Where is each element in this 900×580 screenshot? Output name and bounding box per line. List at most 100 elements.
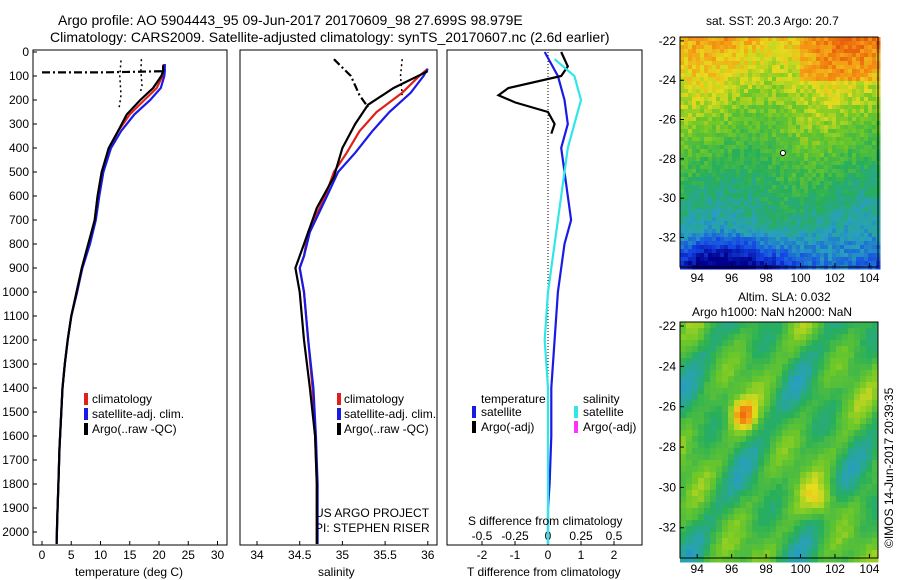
map-cell bbox=[704, 137, 709, 142]
map-cell bbox=[696, 125, 701, 130]
map-cell bbox=[760, 149, 765, 154]
map-cell bbox=[860, 165, 865, 170]
map-cell bbox=[732, 117, 737, 122]
map-cell bbox=[696, 133, 701, 138]
map-cell bbox=[856, 165, 861, 170]
map-cell bbox=[760, 209, 765, 214]
map-cell bbox=[752, 121, 757, 126]
depth-tick-label: 800 bbox=[9, 237, 29, 251]
map-cell bbox=[796, 85, 801, 90]
map-cell bbox=[830, 340, 837, 347]
map-cell bbox=[788, 370, 795, 377]
map-cell bbox=[806, 442, 813, 449]
map-cell bbox=[758, 550, 765, 557]
map-cell bbox=[772, 201, 777, 206]
map-cell bbox=[698, 454, 705, 461]
map-cell bbox=[696, 217, 701, 222]
map-cell bbox=[794, 460, 801, 467]
map-cell bbox=[816, 245, 821, 250]
map-cell bbox=[872, 77, 877, 82]
map-cell bbox=[756, 173, 761, 178]
map-cell bbox=[688, 233, 693, 238]
map-cell bbox=[836, 412, 843, 419]
map-cell bbox=[860, 454, 867, 461]
legend-label-argo: Argo(..raw -QC) bbox=[344, 422, 429, 436]
map-cell bbox=[760, 81, 765, 86]
map-cell bbox=[860, 424, 867, 431]
map-cell bbox=[700, 189, 705, 194]
map-cell bbox=[760, 217, 765, 222]
map-cell bbox=[844, 93, 849, 98]
map-cell bbox=[728, 221, 733, 226]
map-cell bbox=[696, 249, 701, 254]
map-cell bbox=[864, 213, 869, 218]
map-cell bbox=[824, 430, 831, 437]
map-cell bbox=[812, 173, 817, 178]
map-cell bbox=[866, 364, 873, 371]
map-cell bbox=[716, 161, 721, 166]
map-cell bbox=[716, 57, 721, 62]
map-cell bbox=[736, 221, 741, 226]
map-cell bbox=[836, 113, 841, 118]
map-cell bbox=[836, 145, 841, 150]
map-cell bbox=[692, 133, 697, 138]
title-line-1: Argo profile: AO 5904443_95 09-Jun-2017 … bbox=[58, 12, 523, 28]
map-cell bbox=[696, 113, 701, 118]
map-cell bbox=[692, 340, 699, 347]
map-cell bbox=[808, 217, 813, 222]
map-cell bbox=[816, 65, 821, 70]
map-cell bbox=[708, 225, 713, 230]
map-cell bbox=[780, 201, 785, 206]
map-cell bbox=[732, 161, 737, 166]
map-cell bbox=[704, 97, 709, 102]
map-cell bbox=[734, 454, 741, 461]
map-cell bbox=[794, 508, 801, 515]
map-cell bbox=[770, 418, 777, 425]
map-cell bbox=[680, 460, 687, 467]
map-cell bbox=[820, 73, 825, 78]
map-cell bbox=[704, 181, 709, 186]
map-cell bbox=[686, 508, 693, 515]
map-cell bbox=[740, 550, 747, 557]
map-cell bbox=[748, 81, 753, 86]
map-cell bbox=[828, 41, 833, 46]
map-cell bbox=[716, 89, 721, 94]
map-cell bbox=[684, 65, 689, 70]
map-cell bbox=[820, 93, 825, 98]
map-cell bbox=[830, 526, 837, 533]
map-y-tick-label: -24 bbox=[659, 359, 677, 373]
map-cell bbox=[812, 205, 817, 210]
map-cell bbox=[860, 169, 865, 174]
map-cell bbox=[868, 141, 873, 146]
map-cell bbox=[688, 145, 693, 150]
map-cell bbox=[828, 233, 833, 238]
map-cell bbox=[680, 153, 685, 158]
map-cell bbox=[864, 93, 869, 98]
map-cell bbox=[764, 334, 771, 341]
map-cell bbox=[736, 69, 741, 74]
map-cell bbox=[818, 544, 825, 551]
map-cell bbox=[728, 153, 733, 158]
map-cell bbox=[868, 209, 873, 214]
map-cell bbox=[800, 53, 805, 58]
map-cell bbox=[796, 145, 801, 150]
map-cell bbox=[780, 89, 785, 94]
map-cell bbox=[686, 400, 693, 407]
map-cell bbox=[716, 370, 723, 377]
map-cell bbox=[780, 117, 785, 122]
map-cell bbox=[840, 257, 845, 262]
map-cell bbox=[788, 121, 793, 126]
map-cell bbox=[806, 502, 813, 509]
map-cell bbox=[852, 217, 857, 222]
map-cell bbox=[836, 81, 841, 86]
map-cell bbox=[692, 61, 697, 66]
map-cell bbox=[824, 105, 829, 110]
map-cell bbox=[680, 181, 685, 186]
map-cell bbox=[848, 412, 855, 419]
map-cell bbox=[792, 245, 797, 250]
map-cell bbox=[782, 394, 789, 401]
map-cell bbox=[704, 526, 711, 533]
map-cell bbox=[804, 161, 809, 166]
map-cell bbox=[868, 125, 873, 130]
map-cell bbox=[836, 490, 843, 497]
